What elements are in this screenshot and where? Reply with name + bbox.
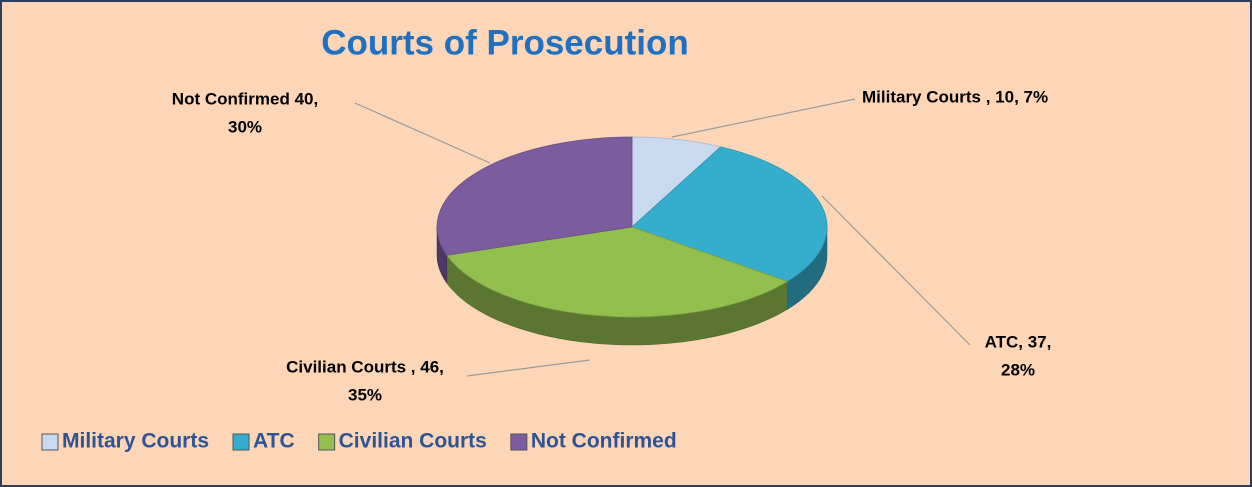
data-label: ATC, 37, bbox=[985, 332, 1052, 351]
pie-slice bbox=[631, 146, 828, 282]
legend-label: ATC bbox=[253, 430, 295, 453]
leader-line bbox=[466, 359, 591, 377]
data-label: 28% bbox=[1001, 360, 1035, 379]
legend-swatch bbox=[510, 433, 528, 451]
leader-line bbox=[821, 195, 971, 346]
data-label: 35% bbox=[348, 385, 382, 404]
legend-swatch bbox=[232, 433, 250, 451]
pie-slice bbox=[436, 136, 633, 256]
legend-label: Military Courts bbox=[62, 430, 209, 453]
legend-label: Not Confirmed bbox=[531, 430, 677, 453]
pie-slice bbox=[446, 226, 789, 318]
leader-line bbox=[671, 98, 856, 138]
data-label: Not Confirmed 40, bbox=[172, 89, 318, 108]
data-label: 30% bbox=[228, 117, 262, 136]
legend-swatch bbox=[318, 433, 336, 451]
leader-line bbox=[354, 102, 491, 164]
legend-label: Civilian Courts bbox=[339, 430, 487, 453]
legend-swatch bbox=[41, 433, 59, 451]
chart-title: Courts of Prosecution bbox=[321, 23, 689, 62]
data-label: Military Courts , 10, 7% bbox=[862, 87, 1048, 106]
data-label: Civilian Courts , 46, bbox=[286, 357, 444, 376]
